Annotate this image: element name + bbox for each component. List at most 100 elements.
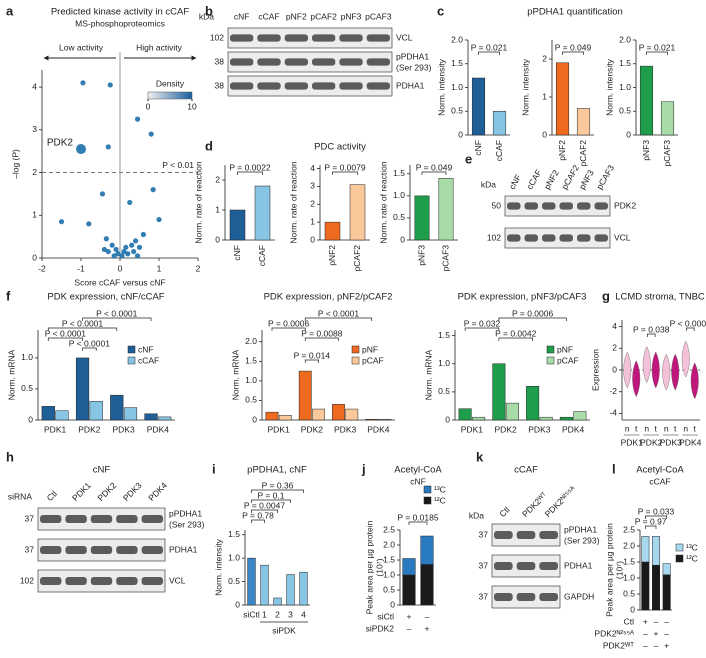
legend-label: ¹³C [686,542,698,552]
x-tick-label: PDK2 [495,424,517,434]
x-tick-label: -1 [77,263,85,273]
y-tick-label: 1.5 [619,58,631,68]
blot-band [141,515,163,523]
x-tick-label: PDK2 [640,437,662,447]
panel-letter: l [612,461,616,476]
lane-label: PDK1 [70,480,93,503]
y-axis-label: –log (P) [10,149,20,179]
y-tick-label: 2 [612,343,617,353]
bar [89,401,103,421]
blot-band [284,82,308,90]
panel-letter: a [6,3,14,18]
lane-title: siRNA [8,491,32,501]
blot-title: cCAF [514,465,538,476]
y-tick-label: 0 [28,414,33,424]
legend-label: pCAF [362,355,384,365]
blot-band [116,515,138,523]
x-tick-label: PDK4 [147,424,169,434]
y-axis-label: Peak area per µg protein [604,523,614,617]
y-tick-label: 1 [32,210,37,220]
condition-mark: – [407,623,412,633]
lane-label: pCAF2 [310,11,337,21]
p-value: P = 0.021 [639,42,676,52]
p-value: P = 0.0006 [512,308,553,318]
bar [247,557,256,606]
y-tick-label: 2.5 [383,524,395,534]
threshold-label: P < 0.01 [162,160,194,170]
x-tick-label: PDK1 [461,424,483,434]
legend-swatch [351,356,360,365]
violin [632,360,641,398]
y-tick-label: 1.0 [393,190,405,200]
condition-name: siCtl [377,611,394,621]
bar-segment [420,564,434,606]
significance-bracket [251,519,265,523]
kda-label: 102 [20,575,34,585]
point [99,191,106,197]
p-value: P = 0.033 [638,506,675,516]
y-axis-label: Norm. rate of reaction [288,161,298,243]
bar [265,411,279,421]
lane-label: pNF3 [341,11,362,21]
blot-band [524,202,538,210]
y-axis-label: Norm. intensity [213,538,223,595]
blot-band [516,562,536,570]
p-value: P < 0.0001 [45,328,86,338]
x-axis-label: siPDK [272,625,296,635]
blot-band [284,34,308,42]
y-tick-label: 2 [542,53,547,63]
x-tick-label: PDK1 [621,437,643,447]
kda-label: 50 [492,200,502,210]
legend-swatch [127,356,136,365]
violin [690,362,699,400]
y-tick-label: 1.5 [228,529,240,539]
bar [492,111,507,136]
point [148,131,154,137]
bar [158,416,172,421]
y-tick-label: 1.5 [438,330,450,340]
blot-band [494,593,513,601]
y-tick-label: -2 [609,386,617,396]
violin [642,346,651,384]
x-tick-label: -2 [38,263,46,273]
y-axis-label: Norm. mRNA [6,349,16,400]
bar [298,370,312,421]
kda-title: kDa [199,11,214,21]
p-value: P = 0.0047 [244,500,285,510]
chart-title: Acetyl-CoA [394,465,442,476]
lane-label: Ctl [45,489,59,503]
condition-name: PDK2ᵂᵀ [603,640,634,650]
group-label: n [683,423,688,433]
legend-label: ¹²C [686,553,698,563]
row-label: VCL [396,32,413,42]
blot-band [40,515,62,523]
point [119,253,125,259]
x-tick-label: pCAF3 [662,140,672,167]
legend-swatch [423,496,432,505]
legend-label: ¹³C [434,484,446,494]
condition-mark: – [643,628,648,638]
colorbar-tick-label: 10 [187,101,197,111]
p-value: P < 0.0001 [62,318,103,328]
legend-label: ¹²C [434,495,446,505]
legend-label: cNF [138,344,154,354]
condition-mark: + [407,611,412,621]
y-tick-label: 0 [400,234,405,244]
p-value: P = 0.0088 [301,328,342,338]
blot-band [539,562,558,570]
x-tick-label: 4 [301,609,306,619]
blot-band [230,34,254,42]
y-axis-label: Norm. rate of reaction [378,161,388,243]
violin [623,351,632,389]
p-value: P = 0.97 [635,516,667,526]
legend-swatch [675,543,684,552]
arrow-label: High activity [136,42,183,52]
y-tick-label: 1 [310,216,315,226]
point [123,244,129,250]
blot-band [366,82,390,90]
legend-title: Density [156,78,185,88]
x-tick-label: cNF [473,140,483,156]
blot-band [594,202,608,210]
y-tick-label: 0.5 [21,383,33,393]
